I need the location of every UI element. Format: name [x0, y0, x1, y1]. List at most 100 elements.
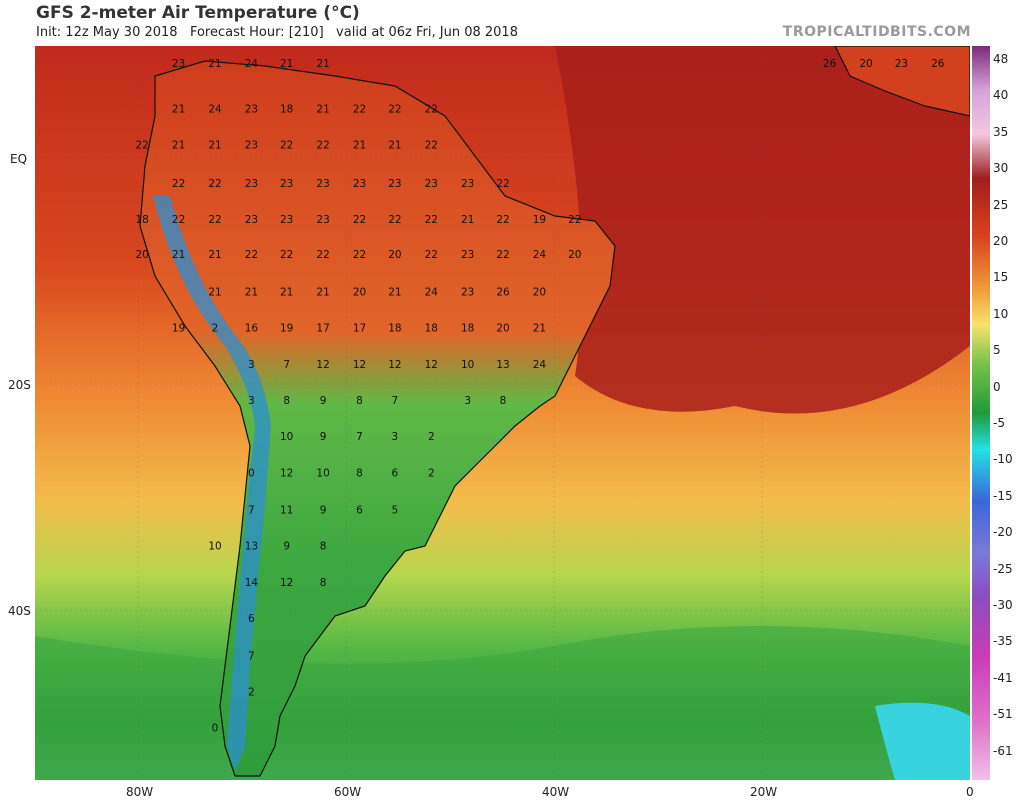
graticule [35, 46, 970, 780]
temperature-label: 2 [428, 431, 435, 443]
temperature-label: 7 [283, 359, 290, 371]
temperature-label: 22 [353, 249, 366, 261]
temperature-label: 22 [208, 178, 221, 190]
temperature-label: 3 [248, 359, 255, 371]
colorbar [972, 46, 990, 780]
temperature-label: 20 [388, 249, 401, 261]
colorbar-label: 40 [993, 88, 1009, 103]
colorbar-label: -35 [993, 634, 1013, 649]
temperature-label: 8 [283, 395, 290, 407]
temperature-label: 23 [353, 178, 366, 190]
colorbar-label: 15 [993, 270, 1009, 285]
temperature-label: 3 [392, 431, 399, 443]
temperature-label: 23 [245, 103, 258, 115]
temperature-label: 24 [208, 103, 222, 115]
colorbar-label: -51 [993, 707, 1013, 722]
temperature-label: 23 [245, 178, 258, 190]
temperature-label: 21 [388, 287, 401, 299]
temperature-label: 9 [320, 505, 327, 517]
temperature-label: 23 [172, 58, 185, 70]
temperature-label: 26 [823, 58, 837, 70]
temperature-label: 0 [248, 467, 255, 479]
colorbar-label: -20 [993, 525, 1013, 540]
temperature-label: 17 [353, 323, 366, 335]
temperature-label: 16 [245, 323, 259, 335]
chart-subtitle: Init: 12z May 30 2018 Forecast Hour: [21… [36, 25, 518, 40]
temperature-label: 8 [356, 395, 363, 407]
temperature-label: 23 [316, 178, 329, 190]
temperature-label: 12 [425, 359, 438, 371]
temperature-label: 22 [568, 214, 581, 226]
temperature-label: 3 [464, 395, 471, 407]
lon-label-80w: 80W [126, 785, 154, 799]
temperature-label: 21 [245, 287, 258, 299]
temperature-label: 14 [245, 577, 259, 589]
temperature-label: 24 [245, 58, 259, 70]
temperature-label: 8 [320, 541, 327, 553]
temperature-label: 12 [316, 359, 329, 371]
temperature-label: 5 [392, 505, 399, 517]
temperature-label: 13 [496, 359, 509, 371]
temperature-label: 23 [388, 178, 401, 190]
temperature-label: 23 [461, 178, 474, 190]
colorbar-label: 0 [993, 379, 1001, 394]
temperature-label: 12 [353, 359, 366, 371]
lat-label-20s: 20S [8, 378, 31, 392]
temperature-label: 12 [280, 577, 293, 589]
temperature-label: 8 [356, 467, 363, 479]
temperature-label: 21 [172, 249, 185, 261]
temperature-label: 20 [496, 323, 509, 335]
temperature-label: 22 [245, 249, 258, 261]
temperature-label: 12 [280, 467, 293, 479]
temperature-label: 10 [208, 541, 221, 553]
temperature-label: 21 [208, 249, 221, 261]
temperature-label: 21 [316, 287, 329, 299]
temperature-label: 23 [461, 249, 474, 261]
colorbar-label: 10 [993, 306, 1009, 321]
temperature-label: 22 [388, 214, 401, 226]
colorbar-label: 20 [993, 234, 1009, 248]
temperature-label: 19 [172, 323, 185, 335]
temperature-label: 7 [248, 505, 255, 517]
colorbar-label: 35 [993, 124, 1009, 139]
lat-label-eq: EQ [10, 152, 28, 166]
temperature-label: 9 [320, 395, 327, 407]
temperature-label: 23 [425, 178, 438, 190]
temperature-label: 19 [533, 214, 546, 226]
temperature-label: 2 [212, 323, 219, 335]
temperature-label: 21 [533, 323, 546, 335]
temperature-label: 22 [280, 249, 293, 261]
temperature-label: 22 [425, 249, 438, 261]
andes-cold-strip [153, 196, 271, 771]
colorbar-gradient [972, 46, 990, 780]
temperature-label: 23 [280, 178, 293, 190]
temperature-label: 24 [533, 249, 547, 261]
temperature-label: 18 [280, 103, 293, 115]
temperature-label: 2 [248, 687, 255, 699]
temperature-label: 21 [208, 58, 221, 70]
south-america-land [139, 60, 616, 777]
temperature-label: 12 [388, 359, 401, 371]
temperature-label: 22 [425, 103, 438, 115]
temperature-label: 22 [316, 140, 329, 152]
temperature-label: 23 [245, 214, 258, 226]
temperature-label: 21 [316, 58, 329, 70]
temperature-label: 22 [172, 214, 185, 226]
temperature-label: 22 [388, 103, 401, 115]
temperature-label: 23 [245, 140, 258, 152]
temperature-label: 24 [533, 359, 547, 371]
temperature-label: 22 [353, 214, 366, 226]
temperature-label: 23 [280, 214, 293, 226]
temperature-label: 23 [895, 58, 908, 70]
temperature-label: 20 [533, 287, 546, 299]
temperature-label: 18 [388, 323, 401, 335]
temperature-label: 21 [280, 58, 293, 70]
temperature-label: 17 [316, 323, 329, 335]
lon-label-40w: 40W [542, 785, 570, 799]
temperature-label: 10 [280, 431, 293, 443]
temperature-label: 22 [316, 249, 329, 261]
colorbar-label: -5 [993, 416, 1005, 430]
colorbar-label: 30 [993, 161, 1009, 176]
temperature-label: 21 [388, 140, 401, 152]
